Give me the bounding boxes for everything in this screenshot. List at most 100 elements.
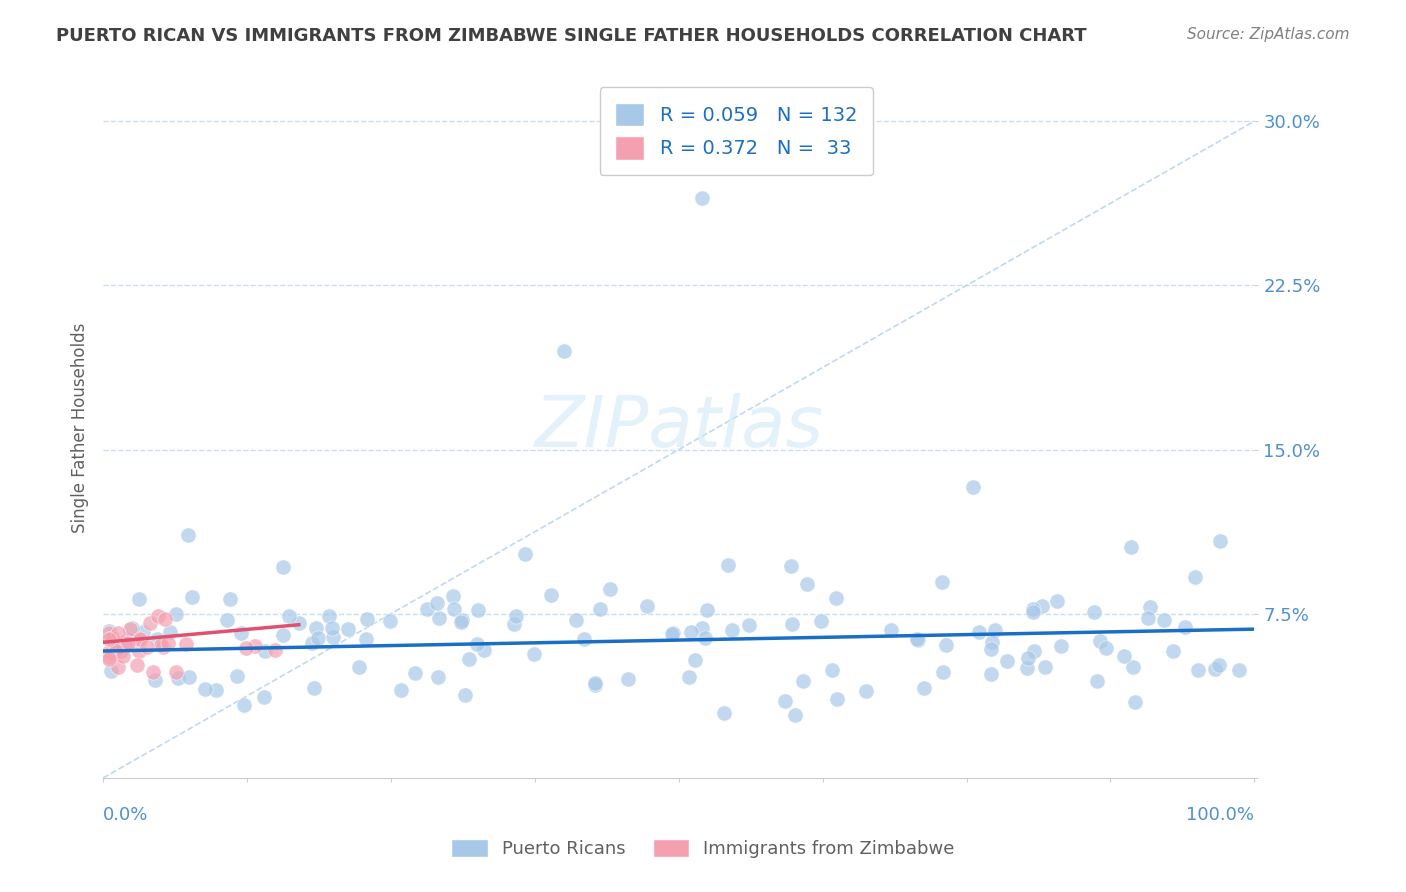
Point (180, 590, 202, 604)
Point (129, 632, 152, 647)
Point (128, 644, 150, 658)
Point (661, 627, 683, 641)
Point (229, 626, 252, 640)
Point (967, 625, 990, 640)
Point (553, 344, 575, 359)
Point (450, 615, 472, 630)
Point (824, 591, 846, 605)
Point (441, 589, 464, 603)
Point (125, 658, 148, 673)
Point (235, 641, 257, 656)
Legend: R = 0.059   N = 132, R = 0.372   N =  33: R = 0.059 N = 132, R = 0.372 N = 33 (599, 87, 873, 176)
Point (356, 612, 378, 626)
Point (271, 628, 294, 642)
Point (97, 645, 120, 659)
Point (1163, 643, 1185, 657)
Point (583, 676, 606, 690)
Point (145, 632, 167, 647)
Point (429, 611, 451, 625)
Point (796, 577, 818, 591)
Point (405, 666, 427, 681)
Point (690, 191, 713, 205)
Point (132, 624, 155, 639)
Point (307, 632, 329, 646)
Point (97, 649, 120, 664)
Point (110, 644, 132, 658)
Point (855, 684, 877, 698)
Point (107, 626, 129, 640)
Point (1208, 657, 1230, 672)
Point (121, 621, 143, 635)
Point (117, 636, 139, 650)
Point (931, 574, 953, 589)
Point (101, 632, 124, 646)
Point (354, 632, 377, 646)
Point (97, 652, 120, 666)
Point (232, 698, 254, 712)
Point (1033, 660, 1056, 674)
Point (254, 644, 277, 658)
Point (128, 592, 150, 607)
Point (617, 673, 640, 687)
Point (153, 612, 176, 626)
Point (128, 632, 150, 647)
Point (305, 621, 328, 635)
Point (167, 671, 190, 685)
Point (98, 624, 121, 639)
Point (980, 642, 1002, 657)
Point (288, 615, 311, 630)
Point (572, 632, 595, 646)
Point (301, 636, 323, 650)
Point (217, 613, 239, 627)
Point (502, 617, 524, 632)
Point (995, 654, 1018, 668)
Point (426, 596, 449, 610)
Point (152, 640, 174, 654)
Point (243, 639, 266, 653)
Point (1022, 602, 1045, 616)
Point (980, 666, 1002, 681)
Point (981, 635, 1004, 649)
Point (157, 636, 180, 650)
Point (322, 631, 344, 645)
Point (681, 624, 703, 639)
Point (1031, 599, 1053, 613)
Point (1136, 611, 1159, 625)
Point (107, 660, 129, 674)
Point (218, 591, 240, 606)
Point (1085, 673, 1108, 688)
Text: ZIPatlas: ZIPatlas (534, 393, 824, 462)
Point (905, 632, 928, 646)
Point (142, 665, 165, 680)
Point (225, 668, 247, 682)
Point (912, 681, 935, 696)
Point (336, 623, 359, 637)
Point (347, 660, 370, 674)
Point (165, 607, 187, 621)
Point (505, 609, 527, 624)
Point (1153, 613, 1175, 627)
Point (1022, 644, 1045, 658)
Point (118, 622, 141, 636)
Point (117, 637, 139, 651)
Point (1123, 695, 1146, 709)
Point (415, 601, 437, 615)
Point (97, 632, 120, 646)
Point (782, 616, 804, 631)
Point (467, 603, 489, 617)
Point (1050, 639, 1073, 653)
Point (1139, 600, 1161, 615)
Point (1122, 659, 1144, 673)
Point (696, 603, 718, 617)
Point (277, 608, 299, 623)
Point (139, 615, 162, 630)
Text: PUERTO RICAN VS IMMIGRANTS FROM ZIMBABWE SINGLE FATHER HOUSEHOLDS CORRELATION CH: PUERTO RICAN VS IMMIGRANTS FROM ZIMBABWE… (56, 27, 1087, 45)
Point (825, 692, 848, 706)
Point (693, 631, 716, 645)
Point (523, 647, 546, 661)
Point (810, 614, 832, 628)
Point (984, 623, 1007, 637)
Point (1090, 634, 1112, 648)
Point (253, 690, 276, 704)
Point (143, 673, 166, 688)
